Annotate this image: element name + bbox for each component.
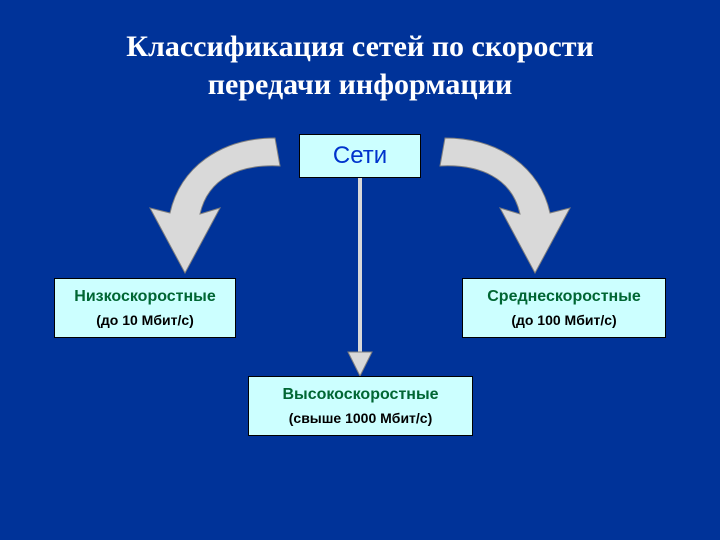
leaf-low-label: Низкоскоростные bbox=[74, 288, 215, 306]
title-line-1: Классификация сетей по скорости bbox=[126, 30, 594, 63]
leaf-high-sub: (свыше 1000 Мбит/с) bbox=[289, 410, 433, 426]
leaf-mid-sub: (до 100 Мбит/с) bbox=[511, 312, 616, 328]
arrow-center-icon bbox=[346, 178, 374, 376]
arrow-right-icon bbox=[420, 138, 570, 273]
leaf-high-label: Высокоскоростные bbox=[282, 386, 438, 404]
leaf-low-sub: (до 10 Мбит/с) bbox=[96, 312, 194, 328]
page-title: Классификация сетей по скорости передачи… bbox=[0, 28, 720, 103]
leaf-mid-label: Среднескоростные bbox=[487, 288, 641, 306]
leaf-mid: Среднескоростные (до 100 Мбит/с) bbox=[462, 278, 666, 338]
arrow-left-icon bbox=[150, 138, 300, 273]
root-label: Сети bbox=[333, 142, 387, 170]
root-node: Сети bbox=[299, 134, 421, 178]
leaf-high: Высокоскоростные (свыше 1000 Мбит/с) bbox=[248, 376, 473, 436]
leaf-low: Низкоскоростные (до 10 Мбит/с) bbox=[54, 278, 236, 338]
title-line-2: передачи информации bbox=[208, 68, 513, 101]
